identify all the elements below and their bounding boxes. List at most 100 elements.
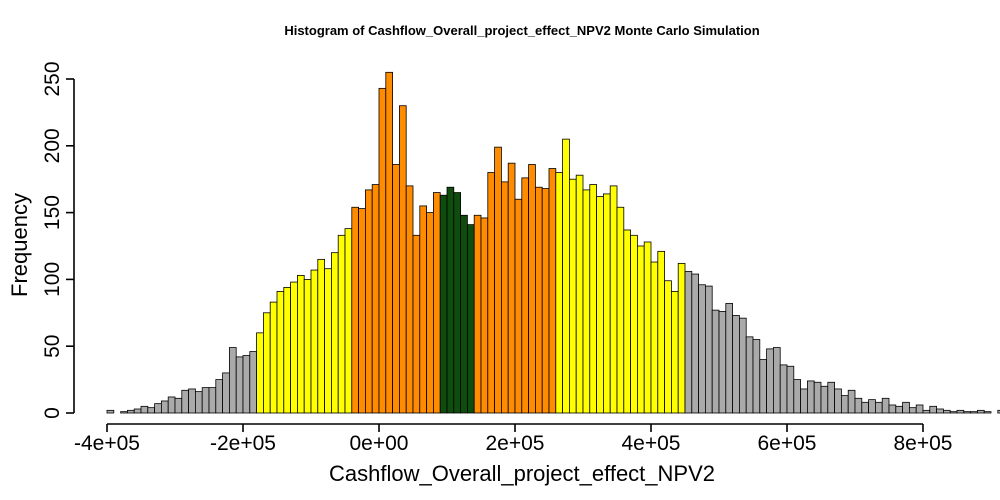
x-tick-label: 0e+00 xyxy=(350,432,409,455)
histogram-bar xyxy=(127,409,135,414)
histogram-bar xyxy=(548,168,557,414)
histogram-bar xyxy=(691,273,699,414)
histogram-bar xyxy=(684,270,693,414)
histogram-bar xyxy=(936,408,944,414)
histogram-bar xyxy=(303,278,312,414)
histogram-bar xyxy=(915,404,924,414)
histogram-bar xyxy=(677,262,686,414)
histogram-bar xyxy=(786,365,795,414)
histogram-bar xyxy=(460,214,468,414)
histogram-bar xyxy=(296,274,305,414)
histogram-bar xyxy=(773,347,781,414)
histogram-bar xyxy=(698,284,706,414)
histogram-bar xyxy=(473,214,482,414)
histogram-bar xyxy=(630,234,638,414)
histogram-bar xyxy=(834,388,842,414)
histogram-bar xyxy=(487,172,495,414)
x-tick-label: 8e+05 xyxy=(894,432,953,455)
histogram-bar xyxy=(351,206,359,414)
histogram-bar xyxy=(943,409,951,414)
histogram-bar xyxy=(208,387,217,414)
y-tick-label: 0 xyxy=(41,407,64,419)
histogram-bar xyxy=(759,359,767,414)
histogram-bar xyxy=(637,245,645,414)
histogram-bar xyxy=(222,372,230,414)
chart-title: Histogram of Cashflow_Overall_project_ef… xyxy=(284,23,759,38)
histogram-bar xyxy=(643,241,652,414)
histogram-bar xyxy=(215,379,224,414)
histogram-bar xyxy=(997,409,1000,414)
histogram-bar xyxy=(262,312,271,414)
y-axis-label: Frequency xyxy=(7,193,32,297)
histogram-bar xyxy=(439,194,448,414)
histogram-bar xyxy=(256,332,264,414)
histogram-bar xyxy=(378,87,387,414)
histogram-bar xyxy=(535,186,543,414)
histogram-bar xyxy=(432,192,441,414)
histogram-bar xyxy=(466,224,475,414)
x-tick-label: 4e+05 xyxy=(622,432,681,455)
histogram-bar xyxy=(745,336,754,414)
histogram-bar xyxy=(868,399,876,414)
histogram-bar xyxy=(541,188,550,414)
histogram-bar xyxy=(398,105,407,414)
x-tick-label: 2e+05 xyxy=(486,432,545,455)
histogram-bar xyxy=(147,407,156,414)
histogram-bar xyxy=(575,174,584,414)
histogram-bar xyxy=(949,411,958,414)
histogram-bar xyxy=(569,178,577,414)
histogram-bar xyxy=(500,181,509,414)
histogram-bar xyxy=(582,189,591,414)
histogram-bar xyxy=(983,411,992,414)
y-axis: 0 50 100 150 200 250 xyxy=(41,61,75,419)
x-tick-label: -4e+05 xyxy=(74,432,140,455)
histogram-bar xyxy=(154,403,162,414)
histogram-bar xyxy=(977,409,985,414)
histogram-bar xyxy=(310,269,319,414)
histogram-bar xyxy=(167,396,176,414)
histogram-bar xyxy=(861,401,869,414)
x-axis: -4e+05 -2e+05 0e+00 2e+05 4e+05 6e+05 8e+05 xyxy=(74,423,953,455)
histogram-bar xyxy=(766,348,774,414)
histogram-bar xyxy=(371,184,380,414)
histogram-bar xyxy=(188,388,196,414)
histogram-bar xyxy=(426,212,434,414)
histogram-bar xyxy=(589,184,597,414)
histogram-bar xyxy=(120,411,128,414)
x-axis-label: Cashflow_Overall_project_effect_NPV2 xyxy=(329,461,715,486)
histogram-bar xyxy=(609,185,618,414)
histogram-bar xyxy=(555,172,563,414)
histogram-bar xyxy=(344,228,353,414)
histogram-bar xyxy=(807,380,815,414)
histogram-bar xyxy=(507,162,516,414)
x-tick-label: -2e+05 xyxy=(210,432,276,455)
histogram-bar xyxy=(405,185,414,414)
y-tick-label: 250 xyxy=(41,61,64,96)
histogram-bar xyxy=(650,261,659,414)
histogram-bar xyxy=(412,234,421,414)
histogram-bar xyxy=(194,391,203,414)
histogram-bar xyxy=(970,411,978,414)
histogram-bar xyxy=(963,411,971,414)
histogram-bar xyxy=(623,229,631,414)
histogram-bar xyxy=(603,193,611,414)
histogram-bar xyxy=(929,405,937,414)
histogram-bar xyxy=(392,164,400,414)
histogram-bar xyxy=(841,395,849,414)
histogram-bar xyxy=(419,205,427,414)
histogram-bar xyxy=(494,146,502,414)
histogram-bar xyxy=(174,397,183,414)
histogram-bar xyxy=(854,397,863,414)
histogram-bar xyxy=(324,268,332,414)
histogram-bar xyxy=(718,311,727,414)
histogram-bar xyxy=(725,303,733,414)
histogram-bar xyxy=(779,364,788,414)
histogram-bar xyxy=(235,356,244,414)
histogram-bar xyxy=(793,379,801,414)
histogram-bar xyxy=(875,401,883,414)
histogram-bar xyxy=(820,385,829,414)
histogram-bar xyxy=(358,208,366,414)
histogram-bar xyxy=(881,397,890,414)
y-tick-label: 50 xyxy=(41,335,64,358)
